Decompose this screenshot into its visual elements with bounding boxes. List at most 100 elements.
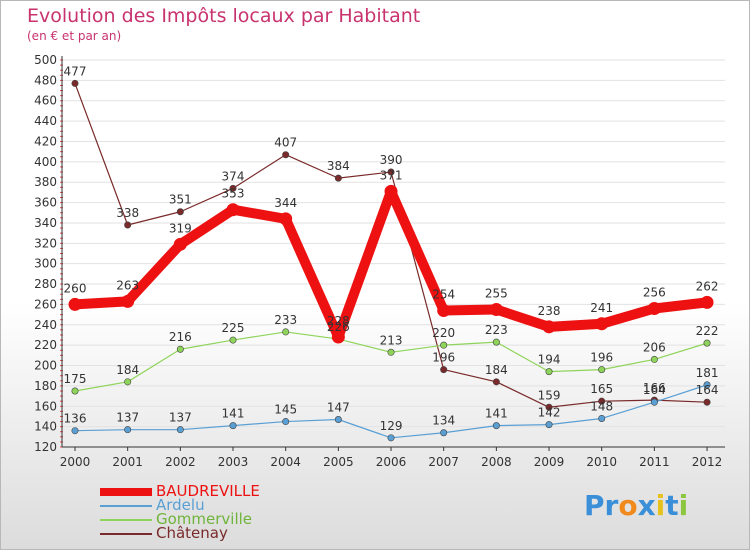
data-point-chatenay-2006 bbox=[387, 168, 395, 176]
data-label-chatenay-2007: 196 bbox=[432, 351, 455, 365]
y-tick-label-440: 440 bbox=[34, 114, 57, 128]
data-label-gommerville-2007: 220 bbox=[432, 326, 455, 340]
proxiti-logo: Proxiti bbox=[584, 489, 688, 522]
data-label-baudreville-2003: 353 bbox=[222, 187, 245, 201]
data-label-chatenay-2003: 374 bbox=[222, 169, 245, 183]
data-point-baudreville-2007 bbox=[437, 304, 451, 318]
data-label-ardelu-2012: 181 bbox=[696, 366, 719, 380]
x-tick-label-2003: 2003 bbox=[218, 455, 249, 469]
data-label-ardelu-2005: 147 bbox=[327, 401, 350, 415]
y-tick-label-340: 340 bbox=[34, 216, 57, 230]
data-point-chatenay-2009 bbox=[545, 403, 553, 411]
x-tick-label-2001: 2001 bbox=[112, 455, 143, 469]
data-point-baudreville-2011 bbox=[647, 301, 661, 315]
data-label-chatenay-2006: 390 bbox=[380, 153, 403, 167]
data-label-ardelu-2008: 141 bbox=[485, 407, 508, 421]
y-tick-label-200: 200 bbox=[34, 359, 57, 373]
data-point-chatenay-2004 bbox=[282, 151, 290, 159]
y-tick-label-120: 120 bbox=[34, 440, 57, 454]
data-point-chatenay-2003 bbox=[229, 184, 237, 192]
data-point-gommerville-2009 bbox=[545, 368, 553, 376]
data-point-baudreville-2009 bbox=[542, 320, 556, 334]
data-point-ardelu-2004 bbox=[282, 418, 290, 426]
legend-item-gommerville: Gommerville bbox=[100, 510, 260, 528]
chart-title: Evolution des Impôts locaux par Habitant bbox=[27, 5, 421, 27]
data-label-gommerville-2011: 206 bbox=[643, 340, 666, 354]
data-label-gommerville-2004: 233 bbox=[274, 313, 297, 327]
data-label-chatenay-2010: 165 bbox=[590, 382, 613, 396]
data-point-ardelu-2008 bbox=[492, 422, 500, 430]
data-label-baudreville-2002: 319 bbox=[169, 221, 192, 235]
data-point-gommerville-2000 bbox=[71, 387, 79, 395]
y-tick-label-480: 480 bbox=[34, 73, 57, 87]
logo-letter: i bbox=[678, 489, 689, 522]
data-label-gommerville-2006: 213 bbox=[380, 333, 403, 347]
data-point-chatenay-2002 bbox=[176, 208, 184, 216]
data-label-chatenay-2011: 166 bbox=[643, 381, 666, 395]
x-tick-label-2006: 2006 bbox=[376, 455, 407, 469]
data-label-ardelu-2004: 145 bbox=[274, 403, 297, 417]
x-tick-label-2002: 2002 bbox=[165, 455, 196, 469]
y-tick-label-400: 400 bbox=[34, 155, 57, 169]
data-point-chatenay-2005 bbox=[334, 174, 342, 182]
y-tick-label-380: 380 bbox=[34, 175, 57, 189]
data-point-baudreville-2008 bbox=[489, 303, 503, 317]
data-point-gommerville-2012 bbox=[703, 339, 711, 347]
data-point-ardelu-2003 bbox=[229, 422, 237, 430]
x-tick-label-2005: 2005 bbox=[323, 455, 354, 469]
data-label-chatenay-2004: 407 bbox=[274, 136, 297, 150]
data-label-chatenay-2005: 384 bbox=[327, 159, 350, 173]
data-point-chatenay-2010 bbox=[598, 397, 606, 405]
data-label-gommerville-2009: 194 bbox=[538, 353, 561, 367]
data-label-ardelu-2007: 134 bbox=[432, 414, 455, 428]
data-point-baudreville-2003 bbox=[226, 203, 240, 217]
data-label-chatenay-2002: 351 bbox=[169, 193, 192, 207]
legend-label-chatenay: Châtenay bbox=[156, 524, 228, 542]
data-point-chatenay-2001 bbox=[124, 221, 132, 229]
x-tick-label-2008: 2008 bbox=[481, 455, 512, 469]
data-point-baudreville-2006 bbox=[384, 184, 398, 198]
data-label-baudreville-2000: 260 bbox=[64, 281, 87, 295]
data-point-ardelu-2002 bbox=[176, 426, 184, 434]
data-point-baudreville-2005 bbox=[331, 330, 345, 344]
data-point-ardelu-2007 bbox=[440, 429, 448, 437]
x-tick-label-2010: 2010 bbox=[586, 455, 617, 469]
data-point-baudreville-2004 bbox=[279, 212, 293, 226]
data-point-gommerville-2010 bbox=[598, 366, 606, 374]
data-label-ardelu-2006: 129 bbox=[380, 419, 403, 433]
data-label-ardelu-2009: 142 bbox=[538, 406, 561, 420]
y-tick-label-220: 220 bbox=[34, 338, 57, 352]
data-label-ardelu-2001: 137 bbox=[116, 411, 139, 425]
data-point-gommerville-2004 bbox=[282, 328, 290, 336]
x-tick-label-2011: 2011 bbox=[639, 455, 670, 469]
data-label-baudreville-2005: 228 bbox=[327, 314, 350, 328]
y-tick-label-280: 280 bbox=[34, 277, 57, 291]
data-label-chatenay-2008: 184 bbox=[485, 363, 508, 377]
data-point-chatenay-2008 bbox=[492, 378, 500, 386]
data-label-ardelu-2011: 164 bbox=[643, 383, 666, 397]
logo-letter: x bbox=[637, 489, 656, 522]
y-tick-label-460: 460 bbox=[34, 94, 57, 108]
data-label-baudreville-2010: 241 bbox=[590, 301, 613, 315]
legend-item-baudreville: BAUDREVILLE bbox=[100, 482, 260, 500]
data-label-chatenay-2000: 477 bbox=[64, 64, 87, 78]
legend-item-ardelu: Ardelu bbox=[100, 498, 260, 513]
logo-letter: t bbox=[665, 489, 679, 522]
y-tick-label-420: 420 bbox=[34, 134, 57, 148]
x-tick-label-2009: 2009 bbox=[534, 455, 565, 469]
data-point-ardelu-2010 bbox=[598, 414, 606, 422]
data-point-ardelu-2005 bbox=[334, 416, 342, 424]
y-tick-label-320: 320 bbox=[34, 236, 57, 250]
y-tick-label-360: 360 bbox=[34, 196, 57, 210]
legend-label-gommerville: Gommerville bbox=[156, 510, 253, 528]
legend-label-baudreville: BAUDREVILLE bbox=[156, 482, 260, 500]
data-point-gommerville-2011 bbox=[650, 355, 658, 363]
data-point-baudreville-2002 bbox=[173, 237, 187, 251]
data-point-baudreville-2010 bbox=[595, 317, 609, 331]
logo-letter: o bbox=[618, 489, 638, 522]
data-label-gommerville-2005: 226 bbox=[327, 320, 350, 334]
data-label-chatenay-2009: 159 bbox=[538, 388, 561, 402]
data-label-baudreville-2009: 238 bbox=[538, 304, 561, 318]
data-point-ardelu-2006 bbox=[387, 434, 395, 442]
